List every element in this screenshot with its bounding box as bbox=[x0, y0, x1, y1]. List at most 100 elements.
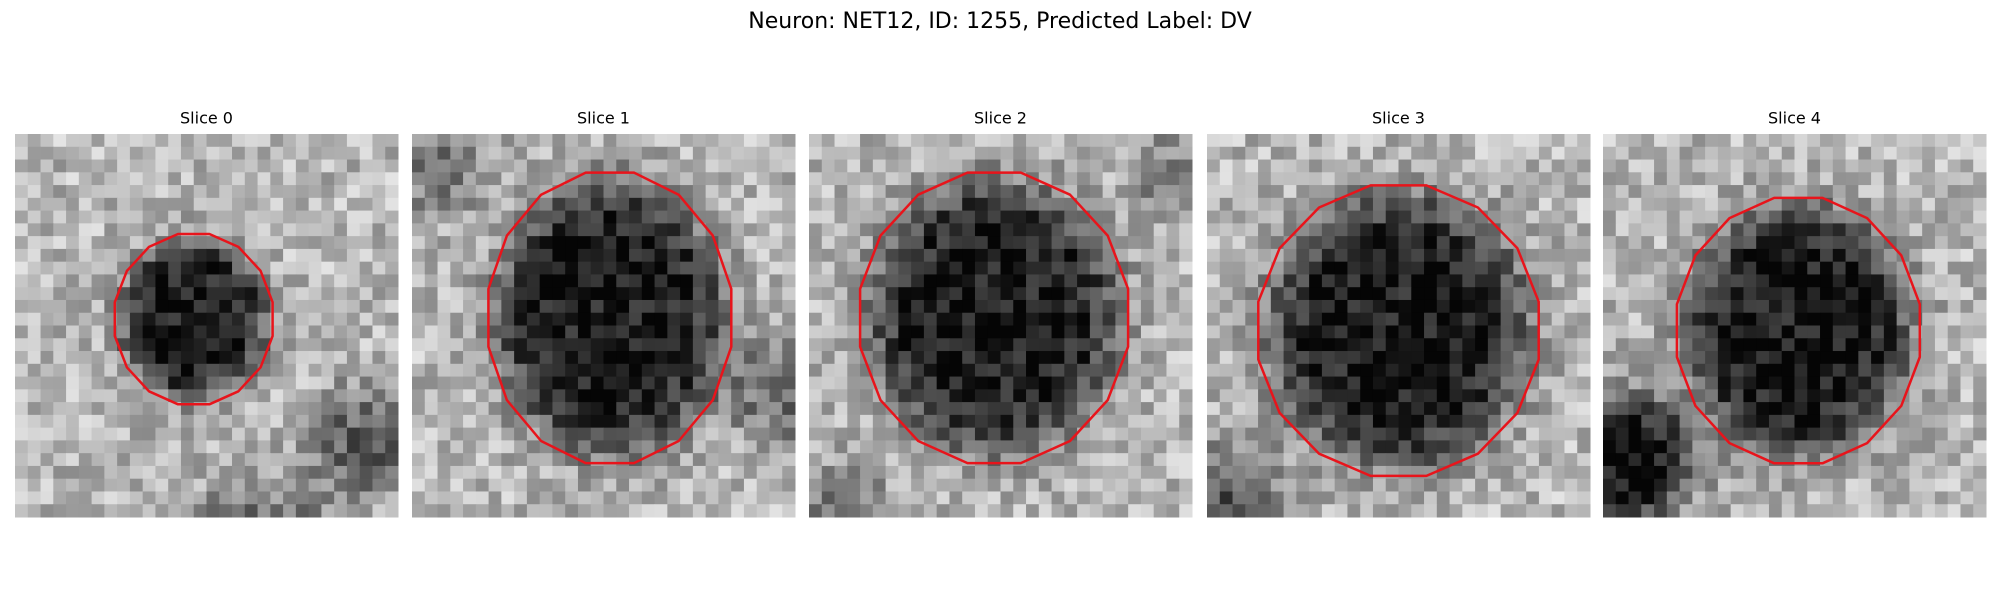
pixel bbox=[372, 146, 386, 161]
pixel bbox=[40, 210, 54, 224]
pixel bbox=[1232, 172, 1246, 186]
pixel bbox=[705, 134, 719, 148]
pixel bbox=[180, 134, 195, 148]
pixel bbox=[1411, 299, 1425, 314]
pixel bbox=[1166, 440, 1180, 454]
pixel bbox=[104, 453, 118, 467]
pixel bbox=[782, 338, 796, 352]
pixel bbox=[565, 363, 579, 378]
pixel bbox=[1372, 172, 1387, 186]
pixel bbox=[372, 440, 386, 454]
pixel bbox=[911, 261, 925, 275]
pixel bbox=[987, 504, 1001, 518]
pixel bbox=[1424, 159, 1438, 173]
pixel bbox=[15, 287, 29, 301]
pixel bbox=[872, 172, 887, 186]
pixel bbox=[1475, 287, 1489, 301]
pixel bbox=[1526, 453, 1540, 467]
pixel bbox=[1820, 376, 1834, 390]
pixel bbox=[1372, 389, 1387, 403]
pixel bbox=[1858, 287, 1872, 301]
pixel bbox=[129, 223, 144, 237]
pixel bbox=[1756, 159, 1770, 173]
pixel bbox=[1934, 389, 1949, 403]
pixel bbox=[667, 389, 681, 403]
pixel bbox=[1077, 223, 1091, 237]
pixel bbox=[129, 210, 144, 224]
pixel bbox=[1296, 146, 1310, 161]
pixel bbox=[1179, 134, 1193, 148]
pixel bbox=[1807, 172, 1821, 186]
pixel bbox=[1245, 376, 1259, 390]
pixel bbox=[40, 465, 54, 480]
pixel bbox=[1270, 210, 1285, 224]
pixel bbox=[78, 427, 93, 441]
pixel bbox=[1922, 491, 1936, 505]
pixel bbox=[1179, 351, 1193, 365]
pixel bbox=[1398, 146, 1412, 161]
pixel bbox=[359, 478, 373, 492]
pixel bbox=[385, 185, 399, 199]
pixel bbox=[1283, 491, 1297, 505]
pixel bbox=[962, 210, 976, 224]
pixel bbox=[346, 172, 361, 186]
pixel bbox=[847, 491, 861, 505]
pixel bbox=[1462, 440, 1476, 454]
pixel bbox=[552, 146, 566, 161]
pixel bbox=[974, 478, 989, 492]
pixel bbox=[91, 389, 105, 403]
pixel bbox=[667, 261, 681, 275]
pixel bbox=[1436, 402, 1451, 416]
pixel bbox=[1309, 338, 1323, 352]
pixel bbox=[1922, 287, 1936, 301]
pixel bbox=[1013, 134, 1027, 148]
pixel bbox=[1807, 134, 1821, 148]
pixel bbox=[129, 236, 144, 250]
pixel bbox=[1513, 146, 1527, 161]
pixel bbox=[1424, 402, 1438, 416]
pixel bbox=[809, 274, 823, 288]
pixel bbox=[1115, 248, 1129, 263]
pixel bbox=[1153, 453, 1167, 467]
pixel bbox=[232, 414, 246, 429]
pixel bbox=[450, 197, 464, 212]
pixel bbox=[1334, 197, 1348, 212]
pixel bbox=[1794, 223, 1808, 237]
pixel bbox=[359, 159, 373, 173]
pixel bbox=[603, 389, 617, 403]
pixel bbox=[1858, 312, 1872, 326]
pixel bbox=[1347, 453, 1361, 467]
pixel bbox=[1858, 236, 1872, 250]
pixel bbox=[1896, 197, 1910, 212]
pixel bbox=[244, 197, 259, 212]
pixel bbox=[718, 299, 732, 314]
pixel bbox=[1628, 185, 1642, 199]
pixel bbox=[1564, 440, 1578, 454]
pixel bbox=[1462, 299, 1476, 314]
pixel bbox=[962, 197, 976, 212]
pixel bbox=[1475, 402, 1489, 416]
pixel bbox=[1051, 389, 1065, 403]
pixel bbox=[539, 389, 553, 403]
pixel bbox=[1258, 312, 1272, 326]
pixel bbox=[718, 197, 732, 212]
pixel bbox=[1475, 376, 1489, 390]
pixel bbox=[1077, 363, 1091, 378]
pixel bbox=[1038, 261, 1053, 275]
pixel bbox=[1628, 376, 1642, 390]
pixel bbox=[1730, 478, 1744, 492]
pixel bbox=[1832, 351, 1847, 365]
pixel bbox=[257, 248, 271, 263]
pixel bbox=[1334, 465, 1348, 480]
pixel bbox=[1051, 338, 1065, 352]
pixel bbox=[1462, 236, 1476, 250]
pixel bbox=[809, 376, 823, 390]
pixel bbox=[974, 312, 989, 326]
pixel bbox=[1115, 197, 1129, 212]
pixel bbox=[117, 210, 131, 224]
pixel bbox=[1398, 478, 1412, 492]
pixel bbox=[603, 478, 617, 492]
pixel bbox=[987, 134, 1001, 148]
pixel bbox=[1166, 478, 1180, 492]
pixel bbox=[1820, 389, 1834, 403]
